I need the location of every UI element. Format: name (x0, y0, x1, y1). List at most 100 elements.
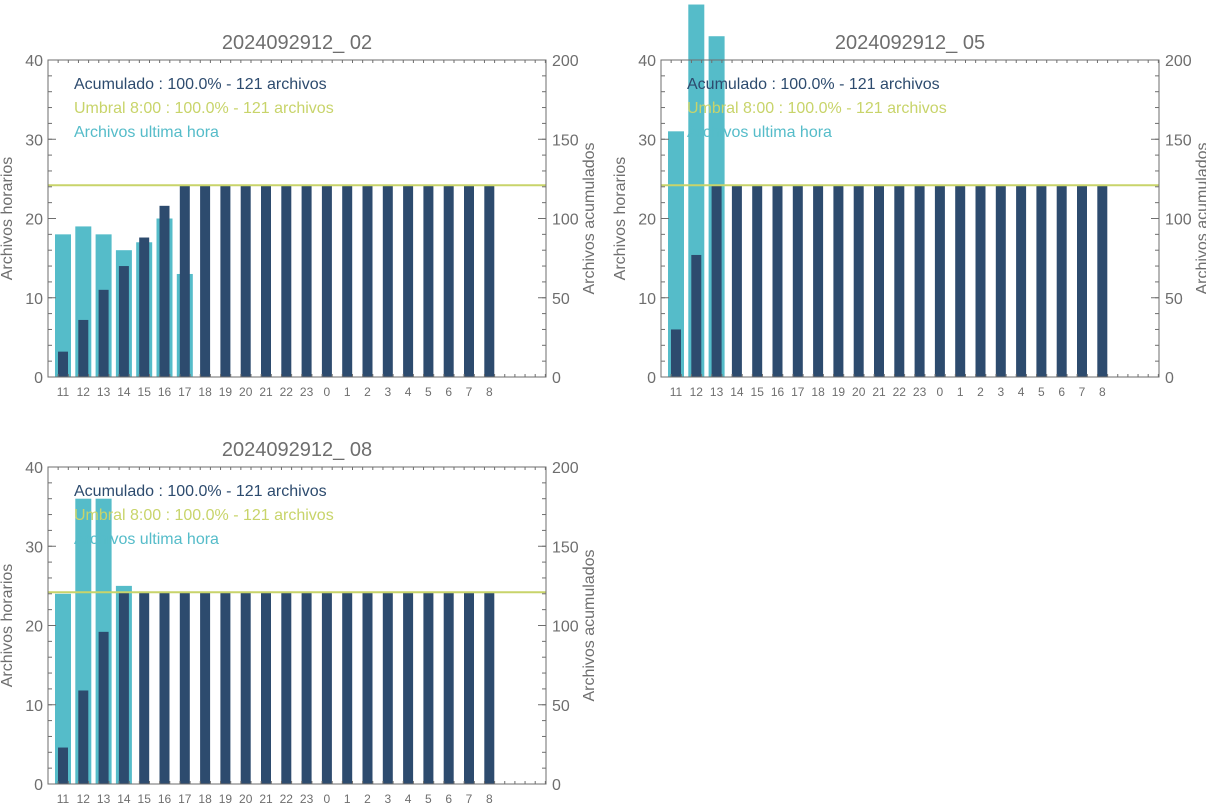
x-tick-label: 7 (1079, 385, 1086, 399)
chart-title: 2024092912_ 02 (222, 32, 372, 54)
legend-entry: Acumulado : 100.0% - 121 archivos (687, 76, 940, 93)
y-right-axis-label: Archivos acumulados (581, 549, 598, 701)
cumulative-bar (179, 592, 190, 784)
x-tick-label: 20 (239, 792, 253, 804)
y-right-tick-label: 100 (552, 212, 579, 229)
legend-entry: Umbral 8:00 : 100.0% - 121 archivos (74, 507, 334, 524)
x-tick-label: 1 (344, 385, 351, 399)
cumulative-bar (484, 185, 495, 377)
hourly-bar (55, 234, 71, 377)
cumulative-bar (321, 592, 332, 784)
x-tick-label: 4 (405, 385, 412, 399)
x-tick-label: 14 (730, 385, 744, 399)
cumulative-bar (200, 185, 211, 377)
y-left-tick-label: 30 (25, 132, 43, 149)
cumulative-bar (403, 185, 414, 377)
legend-entry: Archivos ultima hora (687, 124, 832, 141)
y-right-tick-label: 0 (1165, 370, 1174, 387)
x-tick-label: 5 (1038, 385, 1045, 399)
x-tick-label: 3 (384, 792, 391, 804)
y-right-axis-label: Archivos acumulados (581, 142, 598, 294)
y-left-axis-label: Archivos horarios (0, 157, 16, 281)
x-tick-label: 5 (425, 792, 432, 804)
cumulative-bar (1036, 185, 1047, 377)
x-tick-label: 22 (280, 385, 294, 399)
legend-entry: Umbral 8:00 : 100.0% - 121 archivos (74, 100, 334, 117)
cumulative-bar (261, 185, 271, 377)
cumulative-bar (853, 185, 864, 377)
x-tick-label: 23 (300, 385, 314, 399)
x-tick-label: 6 (445, 792, 452, 804)
cumulative-bar (342, 185, 353, 377)
y-right-tick-label: 100 (552, 619, 579, 636)
cumulative-bar (159, 592, 170, 784)
cumulative-bar (200, 592, 211, 784)
x-tick-label: 6 (445, 385, 452, 399)
cumulative-bar (58, 351, 68, 377)
x-tick-label: 20 (852, 385, 866, 399)
legend-entry: Archivos ultima hora (74, 531, 219, 548)
x-tick-label: 19 (832, 385, 846, 399)
cumulative-bar (118, 266, 129, 377)
chart-title: 2024092912_ 08 (222, 439, 372, 461)
y-right-tick-label: 50 (552, 698, 570, 715)
y-right-tick-label: 200 (1165, 53, 1192, 70)
legend-entry: Archivos ultima hora (74, 124, 219, 141)
x-tick-label: 15 (138, 385, 152, 399)
cumulative-bar (833, 185, 844, 377)
x-tick-label: 23 (913, 385, 927, 399)
y-left-tick-label: 10 (638, 291, 656, 308)
y-left-tick-label: 10 (25, 698, 43, 715)
x-tick-label: 11 (57, 792, 70, 804)
cumulative-bar (1016, 185, 1027, 377)
x-tick-label: 14 (117, 385, 131, 399)
x-tick-label: 11 (670, 385, 683, 399)
y-left-tick-label: 20 (25, 212, 43, 229)
x-tick-label: 21 (872, 385, 886, 399)
x-tick-label: 8 (486, 385, 493, 399)
y-left-axis-label: Archivos horarios (0, 564, 16, 688)
cumulative-bar (443, 185, 454, 377)
y-right-tick-label: 200 (552, 53, 579, 70)
x-tick-label: 16 (158, 792, 172, 804)
cumulative-bar (464, 185, 474, 377)
x-tick-label: 19 (219, 792, 233, 804)
cumulative-bar (711, 185, 722, 377)
x-tick-label: 13 (97, 792, 111, 804)
x-tick-label: 3 (384, 385, 391, 399)
cumulative-bar (240, 185, 251, 377)
cumulative-bar (78, 690, 89, 784)
x-tick-label: 21 (259, 792, 273, 804)
y-right-axis-label: Archivos acumulados (1194, 142, 1206, 294)
cumulative-bar (464, 592, 474, 784)
x-tick-label: 12 (690, 385, 704, 399)
cumulative-bar (691, 254, 702, 377)
x-tick-label: 2 (364, 792, 371, 804)
x-tick-label: 1 (957, 385, 964, 399)
x-tick-label: 11 (57, 385, 70, 399)
cumulative-bar (484, 592, 495, 784)
y-left-tick-label: 40 (638, 53, 656, 70)
x-tick-label: 13 (710, 385, 724, 399)
x-tick-label: 17 (791, 385, 805, 399)
cumulative-bar (159, 205, 170, 377)
x-tick-label: 18 (198, 385, 212, 399)
y-left-tick-label: 40 (25, 460, 43, 477)
y-left-tick-label: 30 (25, 539, 43, 556)
cumulative-bar (403, 592, 414, 784)
x-tick-label: 12 (77, 792, 91, 804)
x-tick-label: 15 (751, 385, 765, 399)
x-tick-label: 18 (198, 792, 212, 804)
x-tick-label: 8 (1099, 385, 1106, 399)
y-left-axis-label: Archivos horarios (612, 157, 629, 281)
legend-entry: Acumulado : 100.0% - 121 archivos (74, 483, 327, 500)
cumulative-bar (914, 185, 925, 377)
cumulative-bar (362, 592, 373, 784)
cumulative-bar (342, 592, 353, 784)
cumulative-bar (382, 185, 393, 377)
hourly-bar (668, 131, 684, 377)
